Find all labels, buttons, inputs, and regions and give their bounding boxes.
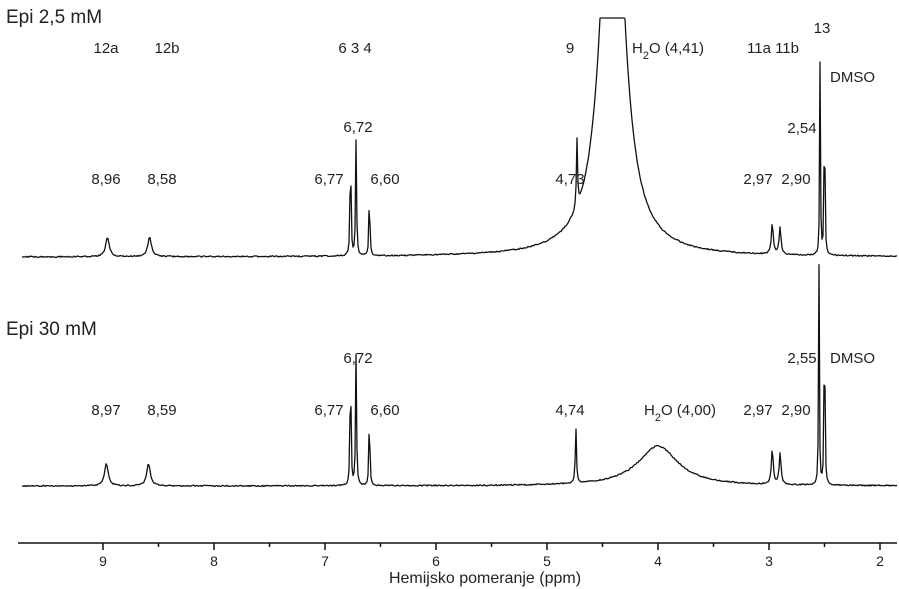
x-axis-label: Hemijsko pomeranje (ppm) (389, 570, 581, 587)
spectrum-trace-epi-2-5mM (21, 17, 898, 258)
shift-label-8-58: 8,58 (147, 171, 176, 188)
shift-label-4-74: 4,74 (555, 402, 584, 419)
shift-label-6-77-bottom: 6,77 (314, 402, 343, 419)
spectrum-trace-epi-30mM (21, 264, 898, 488)
shift-label-8-97: 8,97 (91, 402, 120, 419)
assign-13: 13 (814, 20, 831, 37)
x-tick-label-4: 4 (654, 553, 662, 569)
assign-12a: 12a (93, 40, 119, 57)
shift-label-2-55: 2,55 (787, 350, 816, 367)
x-tick-label-7: 7 (321, 553, 329, 569)
water-peak-label-top: H2O (4,41) (632, 40, 704, 62)
shift-label-6-77: 6,77 (314, 171, 343, 188)
x-tick-label-9: 9 (99, 553, 107, 569)
series-title-epi-30mM: Epi 30 mM (6, 319, 97, 340)
dmso-label-bottom: DMSO (830, 350, 875, 367)
assign-12b: 12b (154, 40, 179, 57)
x-tick-label-3: 3 (765, 553, 773, 569)
shift-label-8-59: 8,59 (147, 402, 176, 419)
shift-label-2-54: 2,54 (787, 120, 816, 137)
x-tick-label-5: 5 (543, 553, 551, 569)
x-tick-label-6: 6 (432, 553, 440, 569)
shift-label-6-60: 6,60 (370, 171, 399, 188)
shift-label-2-97: 2,97 (743, 171, 772, 188)
x-axis-ticks: 9 8 7 6 5 4 3 2 (99, 543, 884, 569)
assign-6-3-4: 6 3 4 (338, 40, 371, 57)
series-title-epi-2-5mM: Epi 2,5 mM (6, 7, 102, 28)
shift-label-4-73: 4,73 (555, 171, 584, 188)
shift-label-6-72-bottom: 6,72 (343, 350, 372, 367)
shift-label-2-97-bottom: 2,97 (743, 402, 772, 419)
assign-11a-11b: 11a 11b (747, 40, 799, 57)
shift-label-6-60-bottom: 6,60 (370, 402, 399, 419)
x-tick-label-8: 8 (210, 553, 218, 569)
dmso-label-top: DMSO (830, 69, 875, 86)
shift-label-6-72: 6,72 (343, 119, 372, 136)
assign-9: 9 (566, 40, 574, 57)
shift-label-8-96: 8,96 (91, 171, 120, 188)
x-tick-label-2: 2 (876, 553, 884, 569)
shift-label-2-90-bottom: 2,90 (781, 402, 810, 419)
shift-label-2-90: 2,90 (781, 171, 810, 188)
water-peak-label-bottom: H2O (4,00) (644, 402, 716, 424)
